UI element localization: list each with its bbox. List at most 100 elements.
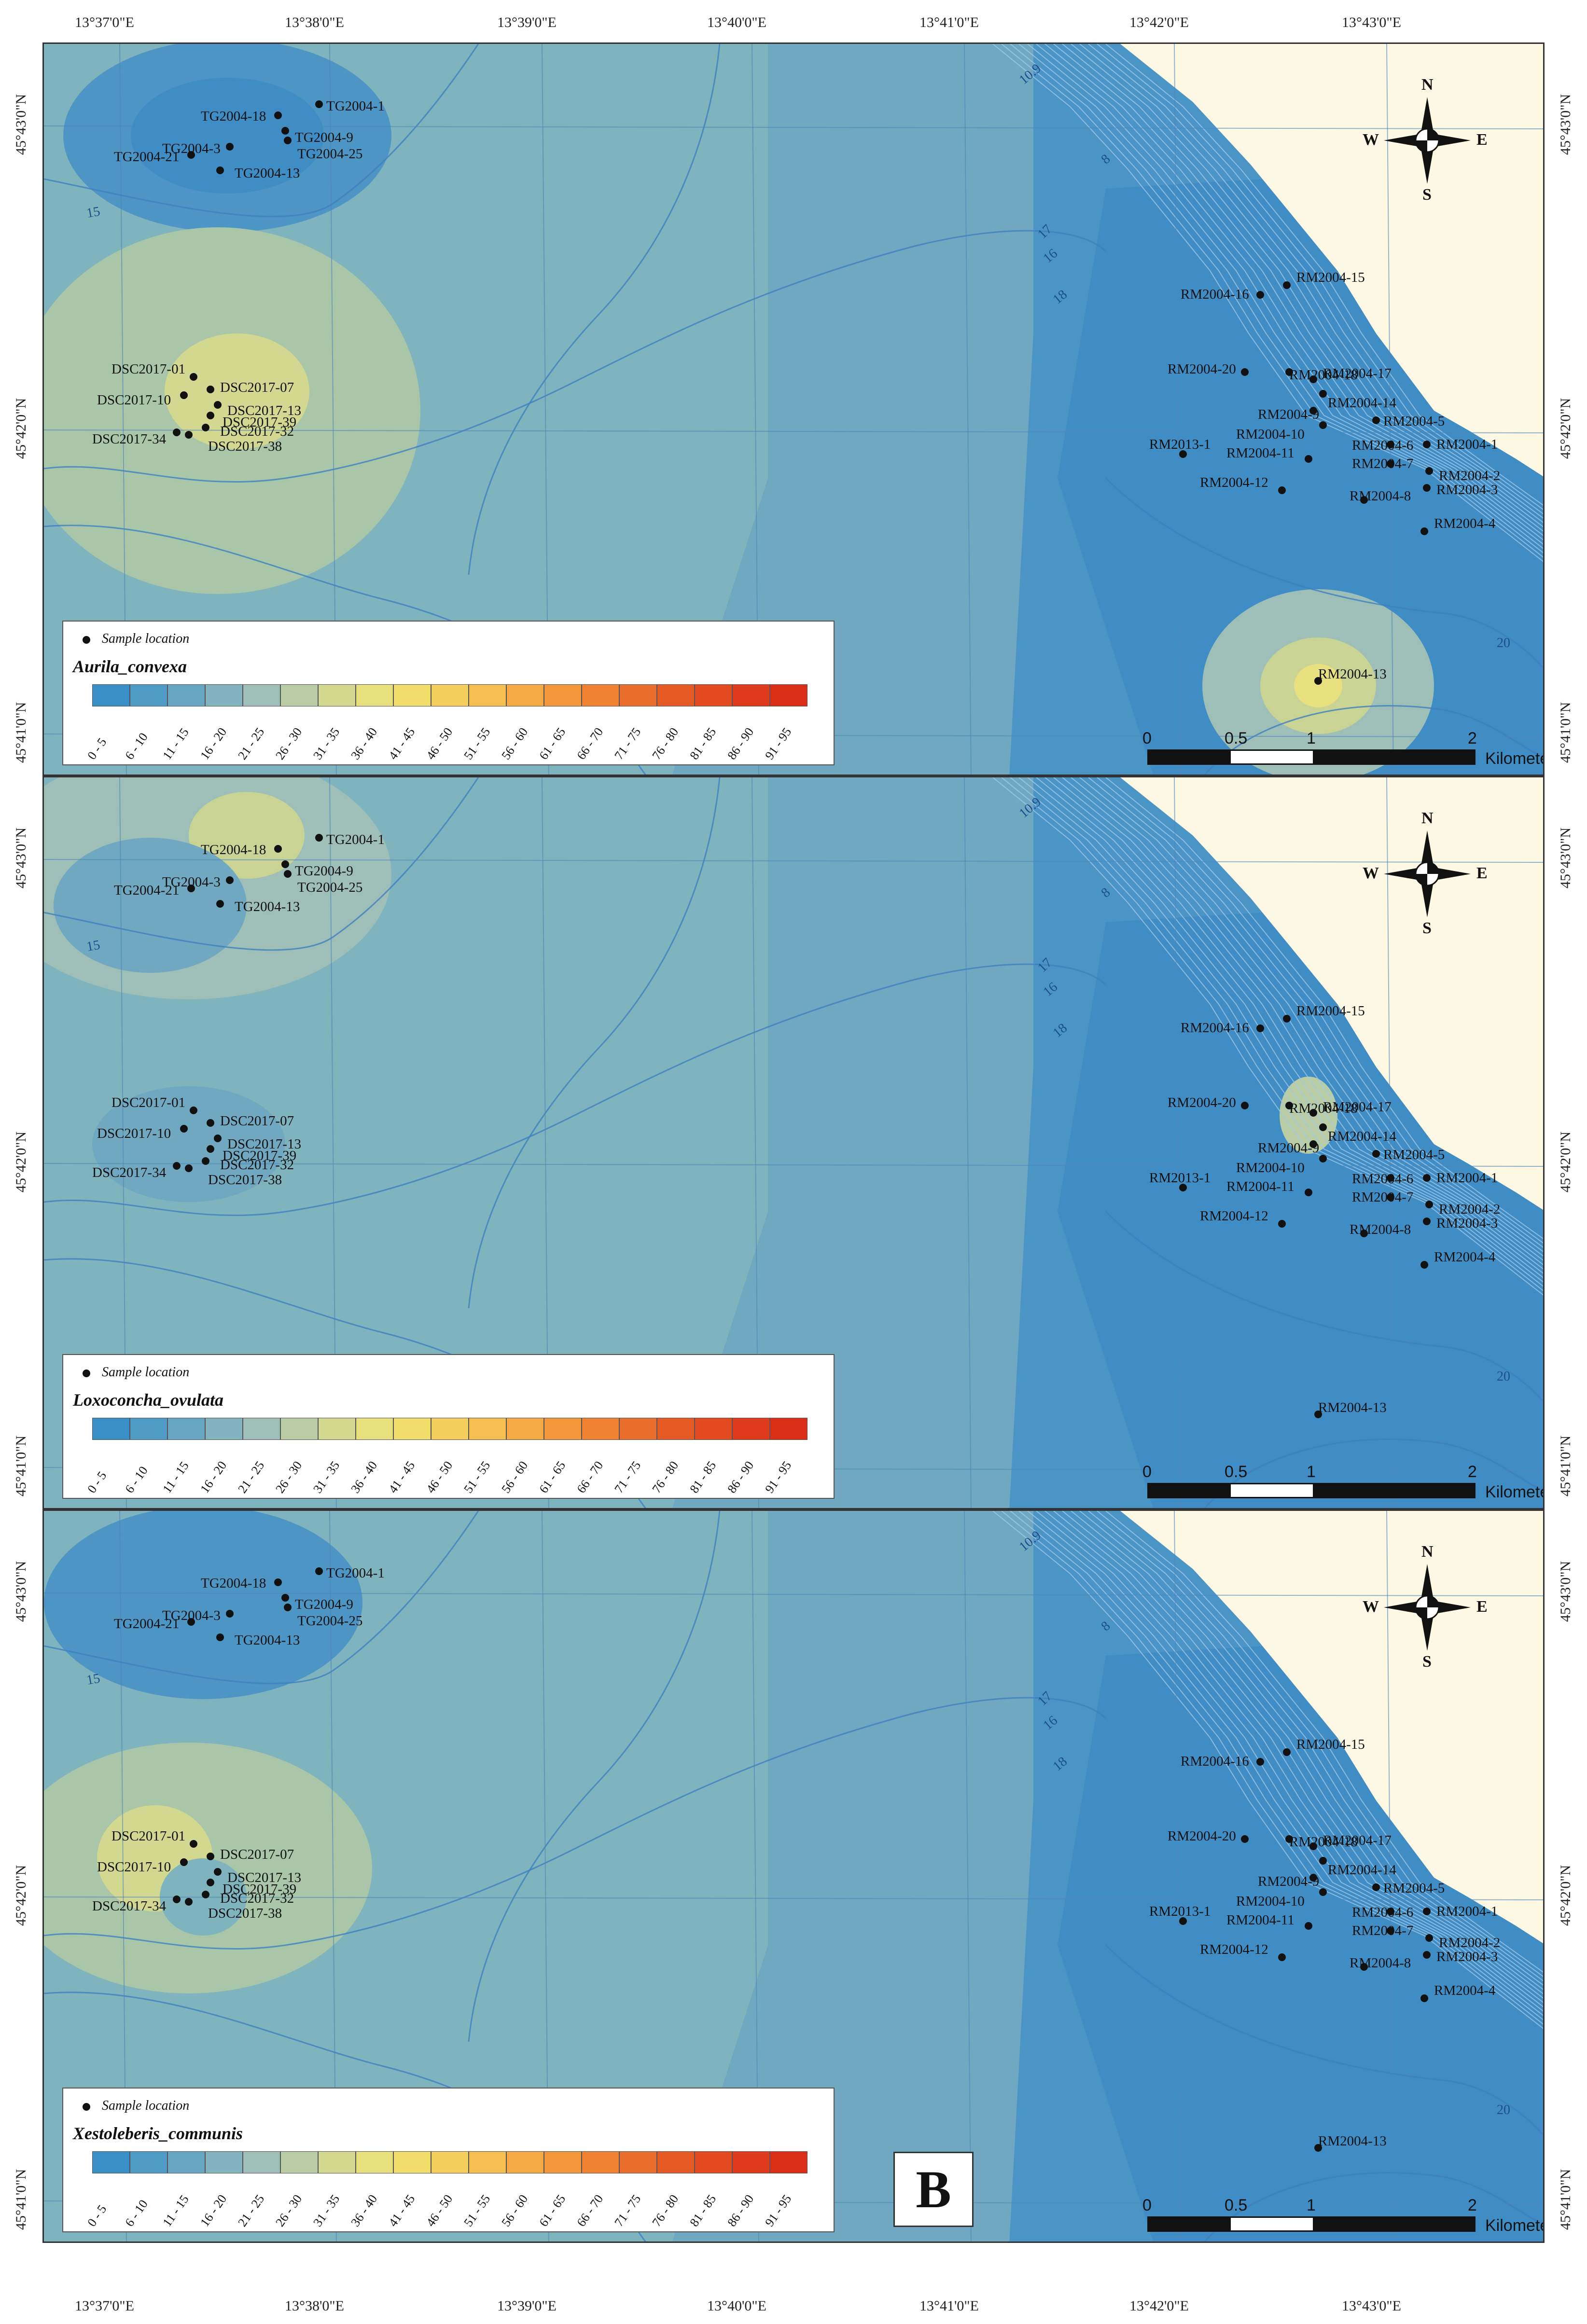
sample-point[interactable]	[1372, 1150, 1380, 1158]
sample-point[interactable]	[216, 166, 224, 174]
sample-point[interactable]	[1278, 1220, 1286, 1228]
sample-point[interactable]	[1285, 1835, 1293, 1843]
sample-point[interactable]	[187, 151, 195, 159]
sample-point[interactable]	[1423, 1951, 1431, 1959]
sample-point[interactable]	[1256, 291, 1264, 299]
sample-point[interactable]	[207, 412, 214, 419]
sample-point[interactable]	[1360, 1230, 1368, 1237]
sample-point[interactable]	[281, 127, 289, 135]
sample-point[interactable]	[1423, 1217, 1431, 1225]
sample-point[interactable]	[1309, 375, 1317, 383]
sample-point[interactable]	[1283, 1748, 1291, 1756]
sample-point[interactable]	[173, 429, 181, 436]
sample-point[interactable]	[190, 373, 197, 381]
sample-point[interactable]	[187, 885, 195, 892]
sample-point[interactable]	[1314, 677, 1322, 685]
sample-point[interactable]	[284, 137, 292, 144]
sample-point[interactable]	[1309, 1874, 1317, 1881]
sample-point[interactable]	[1423, 1174, 1431, 1182]
sample-point[interactable]	[1319, 421, 1327, 429]
sample-point[interactable]	[1314, 1411, 1322, 1418]
sample-point[interactable]	[207, 1879, 214, 1886]
sample-point[interactable]	[274, 111, 282, 119]
sample-point[interactable]	[214, 1134, 222, 1142]
sample-point[interactable]	[1305, 455, 1312, 463]
sample-point[interactable]	[214, 1868, 222, 1876]
sample-point[interactable]	[1283, 281, 1291, 289]
sample-point[interactable]	[1387, 1908, 1394, 1915]
sample-point[interactable]	[1420, 1261, 1428, 1269]
sample-point[interactable]	[1420, 1994, 1428, 2002]
sample-point[interactable]	[180, 1125, 188, 1133]
sample-point[interactable]	[185, 1164, 193, 1172]
sample-point[interactable]	[274, 845, 282, 853]
sample-point[interactable]	[202, 1891, 209, 1898]
sample-point[interactable]	[281, 860, 289, 868]
sample-point[interactable]	[1372, 416, 1380, 424]
sample-point[interactable]	[1314, 2144, 1322, 2152]
sample-point[interactable]	[1387, 441, 1394, 448]
sample-point[interactable]	[1319, 390, 1327, 398]
sample-point[interactable]	[315, 834, 323, 842]
sample-point[interactable]	[1309, 1109, 1317, 1117]
sample-point[interactable]	[207, 1853, 214, 1860]
sample-point[interactable]	[1241, 1835, 1249, 1843]
sample-point[interactable]	[1387, 1193, 1394, 1201]
sample-point[interactable]	[1309, 1842, 1317, 1850]
sample-point[interactable]	[187, 1618, 195, 1626]
sample-point[interactable]	[226, 143, 234, 151]
sample-point[interactable]	[173, 1162, 181, 1170]
sample-point[interactable]	[1319, 1155, 1327, 1162]
sample-point[interactable]	[281, 1594, 289, 1602]
sample-point[interactable]	[1241, 1102, 1249, 1109]
sample-point[interactable]	[202, 424, 209, 431]
sample-point[interactable]	[284, 1604, 292, 1611]
sample-point[interactable]	[1372, 1883, 1380, 1891]
sample-point[interactable]	[190, 1107, 197, 1114]
sample-point[interactable]	[1387, 1174, 1394, 1182]
sample-point[interactable]	[207, 1119, 214, 1127]
sample-point[interactable]	[1360, 496, 1368, 504]
sample-point[interactable]	[1387, 460, 1394, 468]
sample-point[interactable]	[1319, 1857, 1327, 1865]
sample-point[interactable]	[1241, 368, 1249, 376]
sample-point[interactable]	[1425, 1934, 1433, 1942]
sample-point[interactable]	[202, 1157, 209, 1165]
sample-point[interactable]	[1423, 1908, 1431, 1915]
sample-point[interactable]	[185, 1898, 193, 1906]
sample-point[interactable]	[207, 1145, 214, 1153]
sample-point[interactable]	[1360, 1963, 1368, 1971]
sample-point[interactable]	[1319, 1888, 1327, 1896]
sample-point[interactable]	[315, 100, 323, 108]
sample-point[interactable]	[1285, 1102, 1293, 1109]
sample-point[interactable]	[1305, 1922, 1312, 1930]
sample-point[interactable]	[1179, 1917, 1187, 1925]
sample-point[interactable]	[214, 401, 222, 409]
sample-point[interactable]	[216, 900, 224, 908]
sample-point[interactable]	[1305, 1189, 1312, 1196]
sample-point[interactable]	[185, 431, 193, 439]
sample-point[interactable]	[1423, 484, 1431, 492]
sample-point[interactable]	[274, 1578, 282, 1586]
sample-point[interactable]	[1256, 1024, 1264, 1032]
sample-point[interactable]	[180, 1858, 188, 1866]
sample-point[interactable]	[1179, 450, 1187, 458]
sample-point[interactable]	[1256, 1758, 1264, 1766]
sample-point[interactable]	[1387, 1927, 1394, 1935]
sample-point[interactable]	[1420, 527, 1428, 535]
sample-point[interactable]	[315, 1567, 323, 1575]
sample-point[interactable]	[1425, 467, 1433, 475]
sample-point[interactable]	[180, 391, 188, 399]
sample-point[interactable]	[216, 1633, 224, 1641]
sample-point[interactable]	[284, 870, 292, 878]
sample-point[interactable]	[190, 1840, 197, 1848]
sample-point[interactable]	[1309, 1140, 1317, 1148]
sample-point[interactable]	[1278, 486, 1286, 494]
sample-point[interactable]	[1278, 1953, 1286, 1961]
sample-point[interactable]	[226, 1610, 234, 1618]
sample-point[interactable]	[1283, 1015, 1291, 1023]
sample-point[interactable]	[1423, 441, 1431, 448]
sample-point[interactable]	[1285, 368, 1293, 376]
sample-point[interactable]	[1425, 1201, 1433, 1208]
sample-point[interactable]	[1309, 407, 1317, 415]
